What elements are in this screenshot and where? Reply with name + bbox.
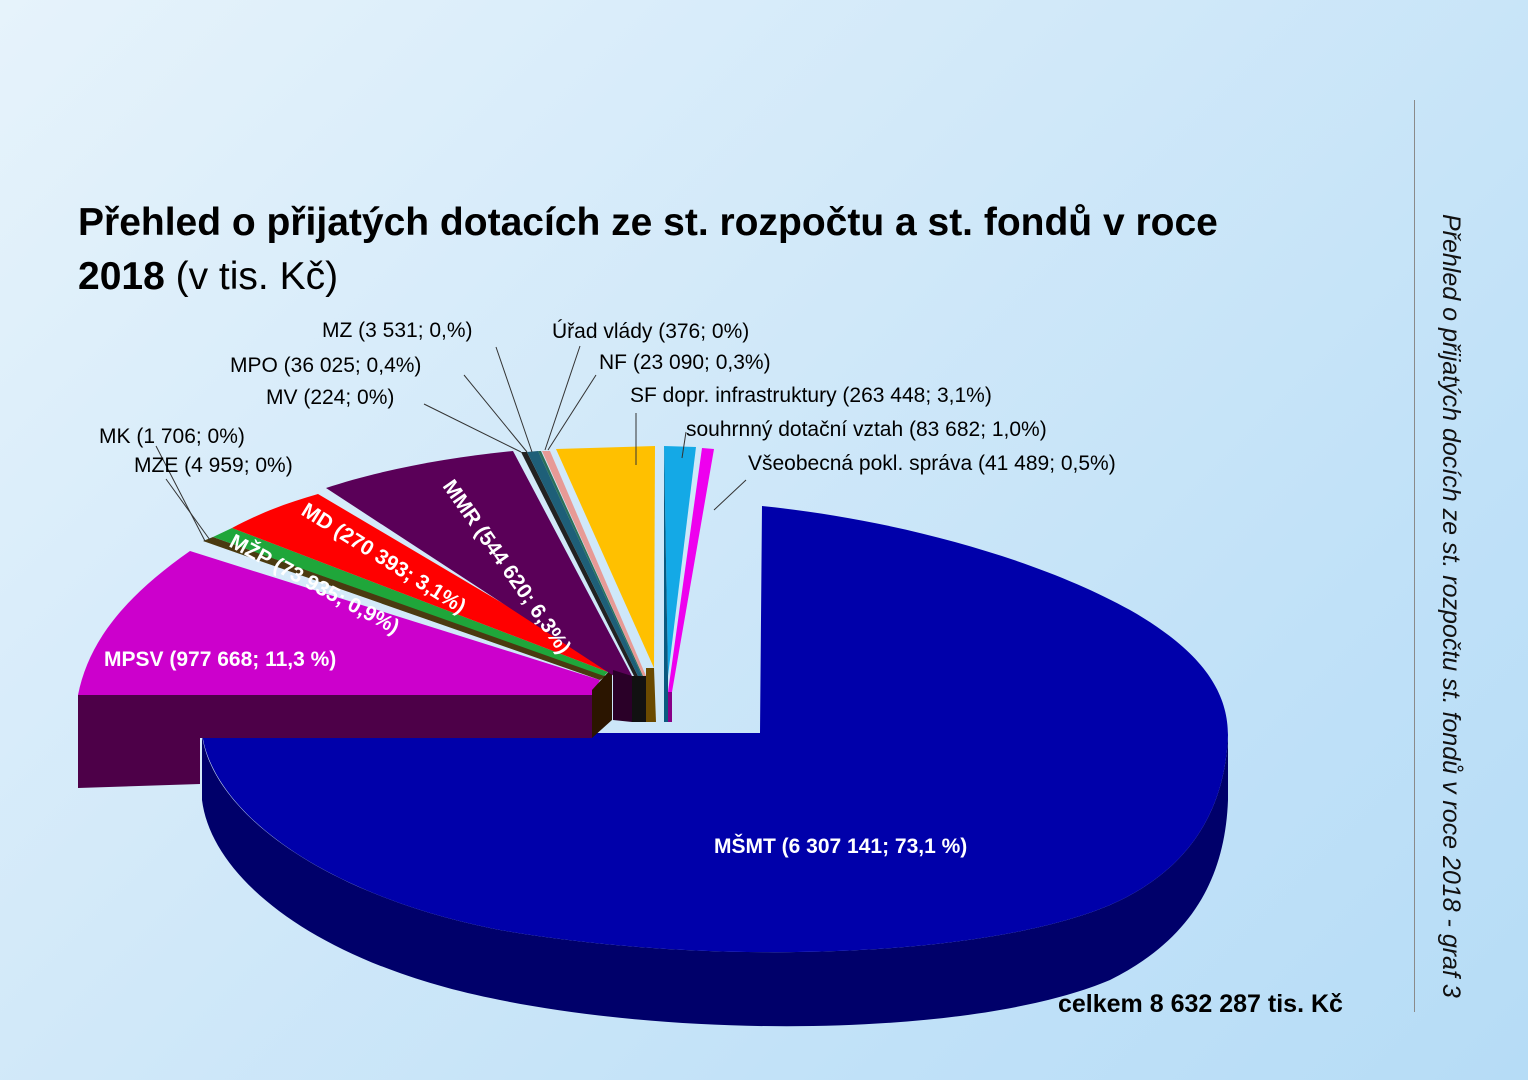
side-caption: Přehled o přijatých docích ze st. rozpoč… [1437,214,1465,998]
slice-top-mzp [213,528,608,676]
slice-side-sfdi [646,668,656,722]
slice-side-sdv [664,446,668,722]
slice-top-msmt [202,506,1228,953]
total-label: celkem 8 632 287 tis. Kč [1058,990,1343,1018]
slice-top-sfdi [556,446,655,668]
leader-mpo [463,374,528,453]
label-mze: MZE (4 959; 0%) [134,454,293,477]
slice-top-mk-mze [203,537,606,680]
leader-mv [423,403,522,453]
slice-side-mmr [613,670,632,722]
slice-top-mmr [326,451,632,680]
chart-title-bold: Přehled o přijatých dotacích ze st. rozp… [78,201,1218,298]
label-msmt: MŠMT (6 307 141; 73,1 %) [714,834,967,858]
slice-top-sdv [664,446,696,676]
leader-nf [547,374,597,451]
slice-top-mz [538,451,643,676]
slice-top-md [232,494,612,672]
slice-top-mpsv [78,551,600,695]
label-sfdi: SF dopr. infrastruktury (263 448; 3,1%) [630,384,992,407]
slice-side-vps [668,692,672,722]
slice-side-narrow [632,676,646,722]
slice-top-mv [521,452,638,676]
slice-top-mpo [527,451,642,676]
label-mv: MV (224; 0%) [266,386,394,409]
leader-uv [544,345,581,451]
slice-side-mpsv [78,695,592,788]
label-sdv: souhrnný dotační vztah (83 682; 1,0%) [686,418,1047,441]
label-nf: NF (23 090; 0,3%) [599,351,771,374]
chart-title-unit: (v tis. Kč) [175,255,339,298]
label-vps: Všeobecná pokl. správa (41 489; 0,5%) [748,452,1116,475]
slice-side-msmt [202,735,1228,1027]
label-mz: MZ (3 531; 0,%) [322,319,473,342]
leader-lines [155,345,747,542]
slice-top-nf [542,451,646,676]
leader-mk [155,445,206,542]
label-mpo: MPO (36 025; 0,4%) [230,354,421,377]
label-mpsv: MPSV (977 668; 11,3 %) [104,648,336,671]
slice-top-vps [668,448,714,692]
leader-mze [165,478,211,541]
chart-title: Přehled o přijatých dotacích ze st. rozp… [78,196,1278,304]
leader-sdv [681,431,687,459]
label-uv: Úřad vlády (376; 0%) [552,320,749,343]
label-mk: MK (1 706; 0%) [99,425,245,448]
side-divider [1414,100,1415,1012]
slice-side-mid [592,668,612,738]
leader-mz [495,346,533,453]
leader-vps [713,479,747,511]
